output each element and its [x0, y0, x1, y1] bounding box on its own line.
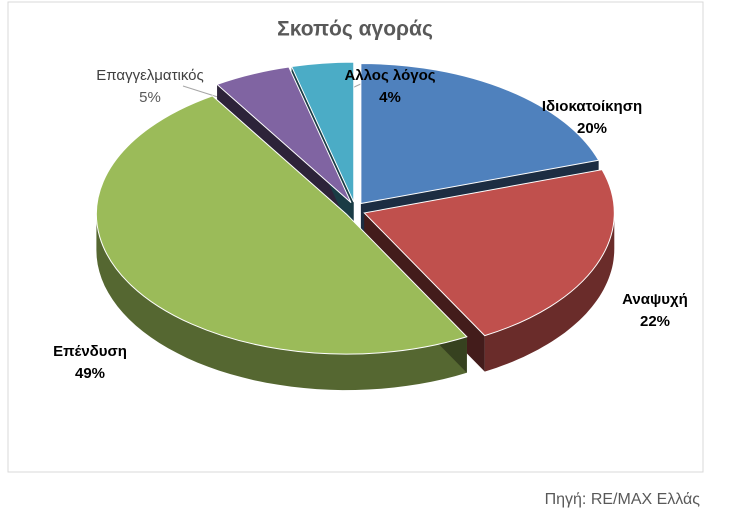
slice-label: Ιδιοκατοίκηση — [542, 98, 642, 115]
pie-slice — [290, 61, 355, 203]
pie-slice — [216, 66, 352, 204]
slice-value-label: 4% — [379, 89, 401, 106]
pie-slice-side — [484, 212, 615, 372]
slice-label: Επαγγελματικός — [96, 67, 203, 84]
slice-value-label: 49% — [75, 365, 105, 382]
slice-value-label: 22% — [640, 313, 670, 330]
pie-slice — [95, 95, 468, 355]
slice-label: Αναψυχή — [622, 291, 688, 308]
slice-label: Αλλος λόγος — [344, 67, 435, 84]
chart-title: Σκοπός αγοράς — [277, 18, 433, 41]
pie-slice — [363, 169, 615, 337]
source-note: Πηγή: RE/MAX Ελλάς — [545, 491, 701, 508]
pie-slice — [360, 63, 600, 205]
pie-slice-side — [96, 214, 467, 391]
slice-value-label: 20% — [577, 120, 607, 137]
slice-value-label: 5% — [139, 89, 161, 106]
slice-label: Επένδυση — [53, 343, 127, 360]
